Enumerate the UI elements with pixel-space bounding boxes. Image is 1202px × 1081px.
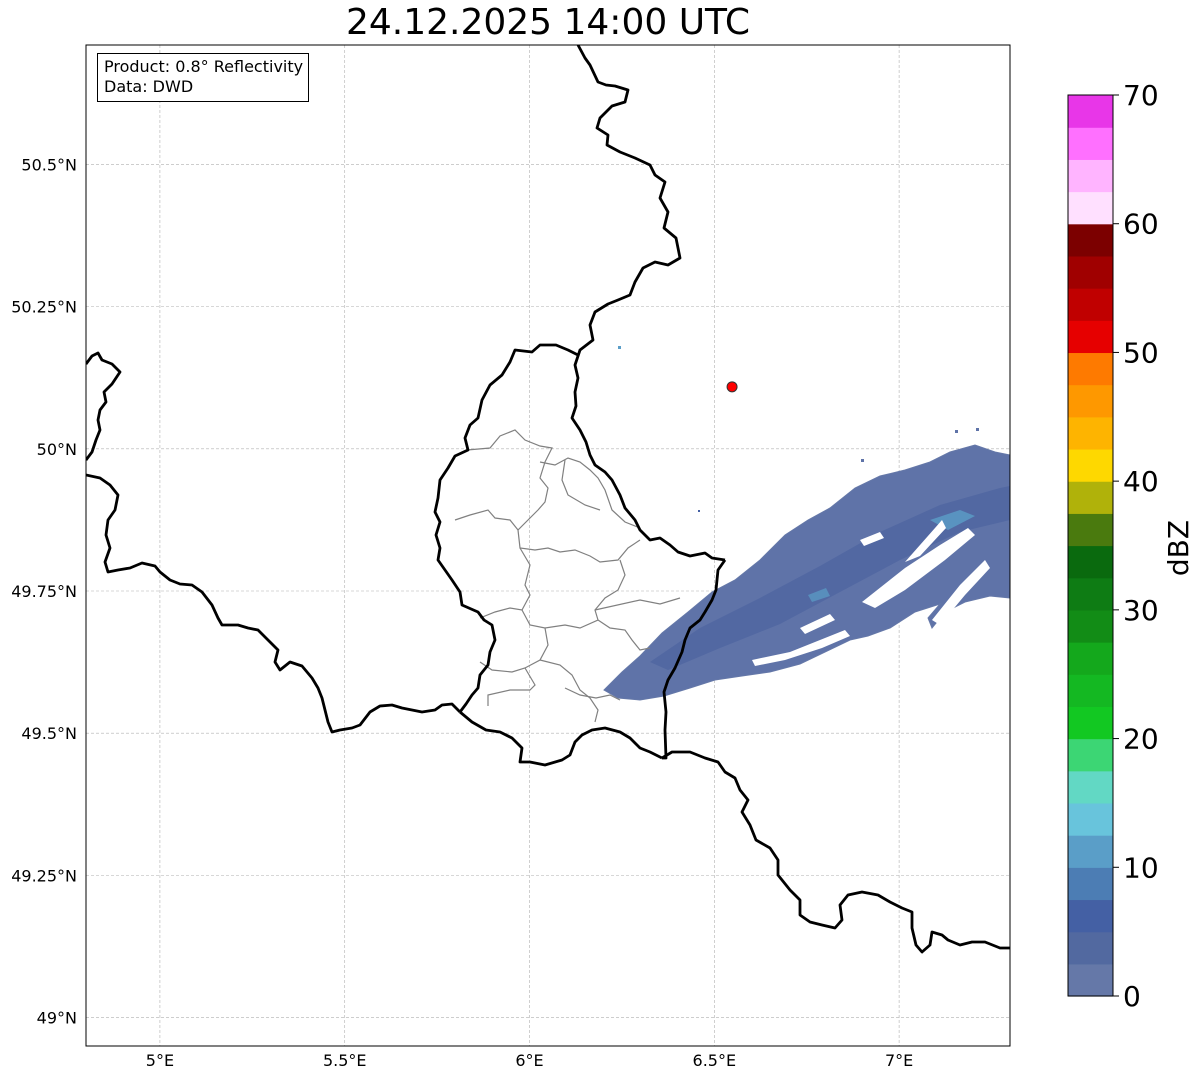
lon-tick-label: 6°E bbox=[515, 1051, 543, 1070]
echo-gap-4 bbox=[932, 560, 990, 625]
colorbar-tick-label: 10 bbox=[1123, 851, 1159, 884]
echo-pixel-2 bbox=[698, 510, 700, 512]
border-belgium-netherlands bbox=[86, 351, 122, 461]
lat-tick-label: 50.25°N bbox=[11, 298, 77, 317]
map-title: 24.12.2025 14:00 UTC bbox=[345, 2, 751, 43]
lon-tick-label: 6.5°E bbox=[693, 1051, 737, 1070]
admin-boundary-north bbox=[454, 429, 553, 531]
admin-boundary-south-1 bbox=[479, 547, 531, 619]
echo-gap-2 bbox=[905, 520, 946, 562]
lat-tick-label: 49.25°N bbox=[11, 866, 77, 885]
colorbar-swatch bbox=[1068, 802, 1113, 836]
latitude-tick-labels: 49°N 49.25°N 49.5°N 49.75°N 50°N 50.25°N 50.5°… bbox=[11, 155, 77, 1027]
echo-pixel-3 bbox=[861, 459, 864, 462]
echo-band-dark bbox=[650, 486, 1010, 670]
admin-boundary-south-6 bbox=[487, 667, 536, 706]
echo-pixel-5 bbox=[976, 428, 979, 431]
echo-gap-6 bbox=[860, 532, 884, 546]
colorbar-swatch bbox=[1068, 448, 1113, 482]
echo-pixel-4 bbox=[955, 430, 958, 433]
border-belgium-france bbox=[86, 473, 461, 734]
border-belgium-germany bbox=[570, 45, 726, 562]
colorbar-swatches bbox=[1068, 95, 1113, 997]
lat-tick-label: 50.5°N bbox=[21, 155, 77, 174]
national-borders bbox=[86, 45, 1010, 954]
colorbar-swatch bbox=[1068, 95, 1113, 128]
colorbar-ticks: 0 10 20 30 40 50 60 70 bbox=[1113, 79, 1159, 1013]
echo-gap-3 bbox=[752, 630, 850, 666]
colorbar-tick-label: 50 bbox=[1123, 336, 1159, 369]
colorbar-swatch bbox=[1068, 416, 1113, 450]
lat-tick-label: 50°N bbox=[37, 440, 77, 459]
colorbar-swatch bbox=[1068, 545, 1113, 579]
colorbar-swatch bbox=[1068, 738, 1113, 772]
colorbar-swatch bbox=[1068, 223, 1113, 257]
echo-speckle-2 bbox=[808, 588, 830, 602]
admin-boundary-south-3 bbox=[597, 619, 651, 651]
echo-gap-1 bbox=[862, 528, 975, 608]
colorbar-swatch bbox=[1068, 867, 1113, 901]
colorbar: 0 10 20 30 40 50 60 70 dBZ bbox=[1067, 79, 1195, 1013]
colorbar-swatch bbox=[1068, 706, 1113, 740]
radar-site-marker[interactable] bbox=[726, 381, 738, 393]
colorbar-swatch bbox=[1068, 642, 1113, 675]
admin-boundary-center bbox=[517, 529, 641, 563]
colorbar-tick-label: 40 bbox=[1123, 465, 1159, 498]
colorbar-swatch bbox=[1068, 288, 1113, 321]
product-info-box: Product: 0.8° Reflectivity Data: DWD bbox=[97, 53, 310, 102]
map-frame bbox=[85, 44, 1011, 1047]
colorbar-swatch bbox=[1068, 674, 1113, 707]
border-luxembourg-france bbox=[459, 710, 663, 767]
colorbar-tick-label: 60 bbox=[1123, 208, 1159, 241]
admin-boundaries bbox=[454, 429, 681, 723]
lat-tick-label: 49°N bbox=[37, 1009, 77, 1028]
lat-tick-label: 49.75°N bbox=[11, 582, 77, 601]
admin-boundary-south-7 bbox=[539, 659, 599, 723]
colorbar-tick-label: 0 bbox=[1123, 980, 1141, 1013]
lat-tick-label: 49.5°N bbox=[21, 724, 77, 743]
colorbar-tick-label: 20 bbox=[1123, 723, 1159, 756]
colorbar-tick-label: 70 bbox=[1123, 79, 1159, 112]
colorbar-swatch bbox=[1068, 931, 1113, 965]
border-france-germany bbox=[661, 750, 1010, 954]
data-source-label: Data: DWD bbox=[104, 77, 194, 96]
longitude-tick-labels: 5°E 5.5°E 6°E 6.5°E 7°E bbox=[146, 1051, 913, 1070]
lon-tick-label: 7°E bbox=[885, 1051, 913, 1070]
border-luxembourg-belgium bbox=[433, 343, 579, 713]
echo-pixel-1 bbox=[618, 346, 621, 349]
colorbar-swatch bbox=[1068, 963, 1113, 997]
colorbar-swatch bbox=[1068, 835, 1113, 868]
colorbar-swatch bbox=[1068, 159, 1113, 193]
graticule bbox=[86, 45, 1010, 1046]
echo-gap-5 bbox=[800, 614, 835, 634]
admin-boundary-east-1 bbox=[539, 457, 641, 529]
lon-tick-label: 5.5°E bbox=[323, 1051, 367, 1070]
colorbar-swatch bbox=[1068, 352, 1113, 386]
radar-echo-field bbox=[603, 346, 1010, 701]
colorbar-swatch bbox=[1068, 481, 1113, 514]
colorbar-swatch bbox=[1068, 577, 1113, 611]
colorbar-swatch bbox=[1068, 255, 1113, 289]
map-plot-area[interactable] bbox=[86, 45, 1010, 1046]
colorbar-swatch bbox=[1068, 513, 1113, 547]
colorbar-swatch bbox=[1068, 609, 1113, 643]
colorbar-swatch bbox=[1068, 384, 1113, 418]
lon-tick-label: 5°E bbox=[146, 1051, 174, 1070]
colorbar-tick-label: 30 bbox=[1123, 594, 1159, 627]
border-luxembourg-germany bbox=[662, 559, 727, 760]
colorbar-swatch bbox=[1068, 191, 1113, 225]
admin-boundary-east-2 bbox=[561, 459, 601, 511]
colorbar-swatch bbox=[1068, 127, 1113, 160]
admin-boundary-south-5 bbox=[594, 597, 681, 611]
colorbar-frame bbox=[1067, 94, 1114, 997]
colorbar-swatch bbox=[1068, 899, 1113, 933]
admin-boundary-south-8 bbox=[564, 687, 621, 701]
colorbar-swatch bbox=[1068, 320, 1113, 354]
colorbar-title: dBZ bbox=[1162, 520, 1195, 576]
product-label: Product: 0.8° Reflectivity bbox=[104, 57, 304, 76]
colorbar-swatch bbox=[1068, 770, 1113, 804]
